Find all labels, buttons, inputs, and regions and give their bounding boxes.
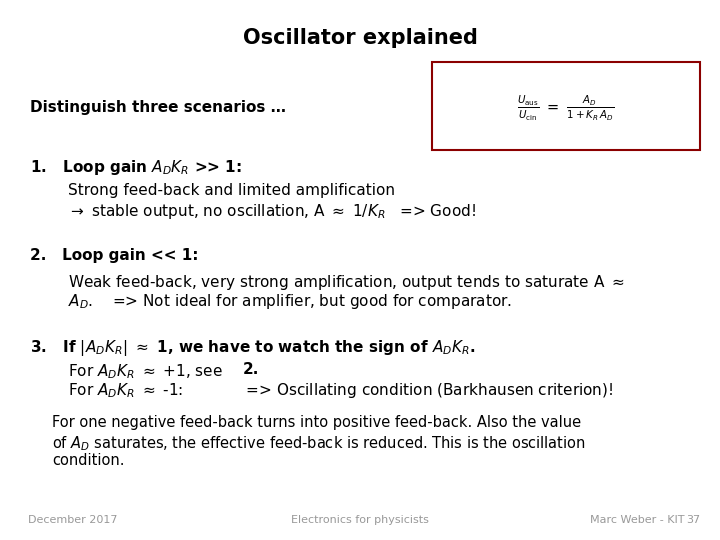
Text: $\rightarrow$ stable output, no oscillation, A $\approx$ 1/$K_R$   => Good!: $\rightarrow$ stable output, no oscillat… bbox=[68, 202, 476, 221]
Text: For one negative feed-back turns into positive feed-back. Also the value: For one negative feed-back turns into po… bbox=[52, 415, 581, 430]
Text: Weak feed-back, very strong amplification, output tends to saturate A $\approx$: Weak feed-back, very strong amplificatio… bbox=[68, 273, 624, 292]
Text: $A_D$.    => Not ideal for amplifier, but good for comparator.: $A_D$. => Not ideal for amplifier, but g… bbox=[68, 292, 512, 311]
Text: Oscillator explained: Oscillator explained bbox=[243, 28, 477, 48]
Text: For $A_DK_R$ $\approx$ +1, see: For $A_DK_R$ $\approx$ +1, see bbox=[68, 362, 223, 381]
Text: Electronics for physicists: Electronics for physicists bbox=[291, 515, 429, 525]
Text: of $A_D$ saturates, the effective feed-back is reduced. This is the oscillation: of $A_D$ saturates, the effective feed-b… bbox=[52, 434, 586, 453]
FancyBboxPatch shape bbox=[432, 62, 700, 150]
Text: $\frac{U_{\mathrm{aus}}}{U_{\mathrm{cin}}} \ = \ \frac{A_D}{1 + K_R\, A_D}$: $\frac{U_{\mathrm{aus}}}{U_{\mathrm{cin}… bbox=[518, 93, 615, 123]
Text: December 2017: December 2017 bbox=[28, 515, 117, 525]
Text: 1.   Loop gain $A_DK_R$ >> 1:: 1. Loop gain $A_DK_R$ >> 1: bbox=[30, 158, 242, 177]
Text: 2.   Loop gain << 1:: 2. Loop gain << 1: bbox=[30, 248, 199, 263]
Text: condition.: condition. bbox=[52, 453, 125, 468]
Text: Strong feed-back and limited amplification: Strong feed-back and limited amplificati… bbox=[68, 183, 395, 198]
Text: 3.   If $|A_DK_R|$ $\approx$ 1, we have to watch the sign of $A_DK_R$.: 3. If $|A_DK_R|$ $\approx$ 1, we have to… bbox=[30, 338, 475, 358]
Text: Distinguish three scenarios …: Distinguish three scenarios … bbox=[30, 100, 286, 115]
Text: 37: 37 bbox=[686, 515, 700, 525]
Text: For $A_DK_R$ $\approx$ -1:             => Oscillating condition (Barkhausen crit: For $A_DK_R$ $\approx$ -1: => Oscillatin… bbox=[68, 381, 613, 400]
Text: 2.: 2. bbox=[243, 362, 259, 377]
Text: Marc Weber - KIT: Marc Weber - KIT bbox=[590, 515, 685, 525]
